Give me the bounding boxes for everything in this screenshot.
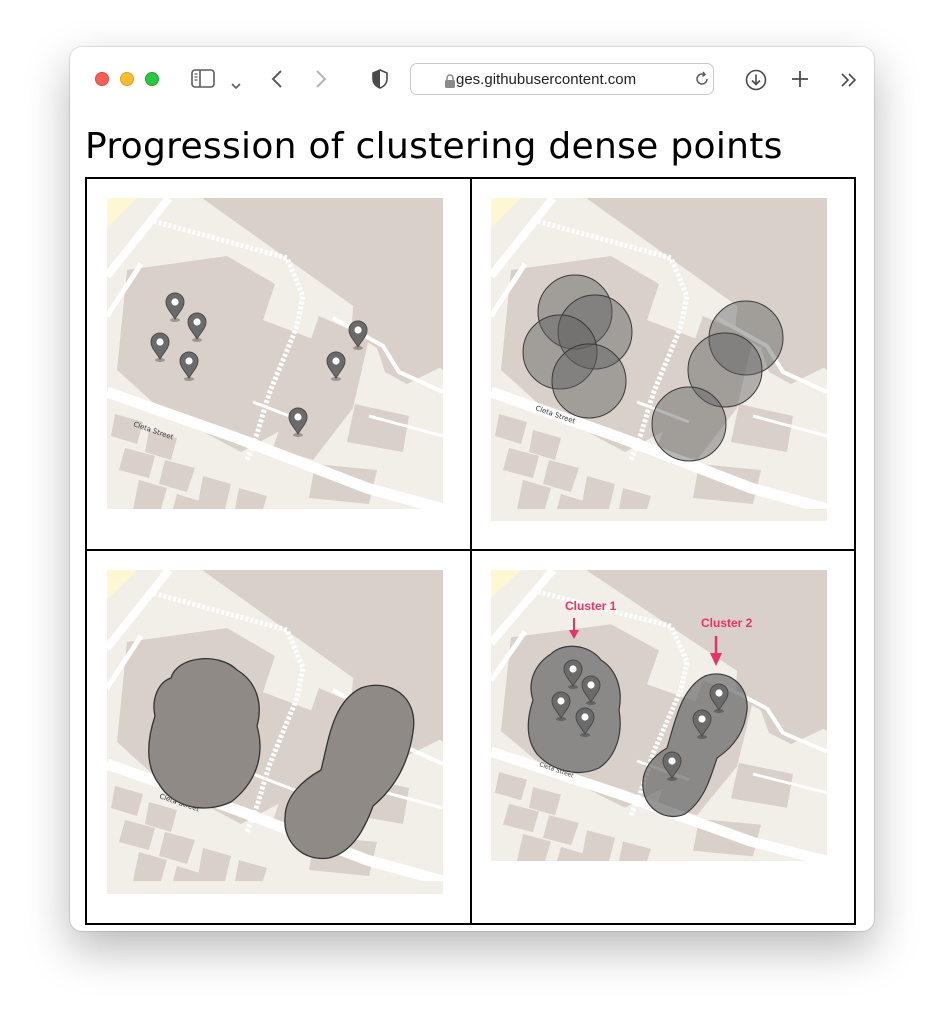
map-image: Cleta Street Cluster 1 Cluster 2 xyxy=(491,570,827,861)
buffer-circle xyxy=(557,294,633,370)
buffer-circle xyxy=(522,314,598,390)
forward-icon[interactable] xyxy=(314,69,328,93)
buffer-circle xyxy=(708,300,784,376)
cluster-shape xyxy=(284,684,415,860)
panel-grid: Cleta Street Cleta Street xyxy=(85,177,856,925)
panel-step-4: Cleta Street Cluster 1 Cluster 2 xyxy=(491,570,827,861)
map-image: Cleta Street xyxy=(107,198,443,509)
map-image: Cleta Street xyxy=(491,198,827,521)
grid-divider-horizontal xyxy=(87,549,854,551)
new-tab-icon[interactable] xyxy=(791,70,809,92)
address-bar[interactable]: ges.githubusercontent.com xyxy=(410,63,714,95)
browser-toolbar: ges.githubusercontent.com xyxy=(70,47,874,113)
buffer-circle xyxy=(551,343,627,419)
panel-step-2: Cleta Street xyxy=(491,198,827,521)
arrow-down-icon xyxy=(569,618,579,639)
map-image: Cleta Street xyxy=(107,570,443,894)
download-icon[interactable] xyxy=(745,69,767,95)
lock-icon xyxy=(444,73,456,92)
back-icon[interactable] xyxy=(270,69,284,93)
browser-window: ges.githubusercontent.com Progression of… xyxy=(70,47,874,931)
chevron-down-icon[interactable] xyxy=(230,75,242,94)
url-text: ges.githubusercontent.com xyxy=(456,71,637,88)
buffer-circle xyxy=(651,386,727,462)
cluster-2-label: Cluster 2 xyxy=(701,616,753,630)
reload-icon[interactable] xyxy=(694,71,710,91)
cluster-1-label: Cluster 1 xyxy=(565,599,617,613)
more-icon[interactable] xyxy=(840,72,858,92)
panel-step-1: Cleta Street xyxy=(107,198,443,509)
panel-step-3: Cleta Street xyxy=(107,570,443,894)
zoom-window-button[interactable] xyxy=(145,72,159,86)
arrow-down-icon xyxy=(710,636,722,666)
close-window-button[interactable] xyxy=(95,72,109,86)
buffer-circle xyxy=(537,274,613,350)
cluster-shape xyxy=(148,658,261,809)
sidebar-icon[interactable] xyxy=(191,69,215,93)
buffer-circle xyxy=(687,332,763,408)
page-title: Progression of clustering dense points xyxy=(85,126,783,167)
shield-icon[interactable] xyxy=(371,69,389,93)
minimize-window-button[interactable] xyxy=(120,72,134,86)
grid-divider-vertical xyxy=(470,179,472,923)
